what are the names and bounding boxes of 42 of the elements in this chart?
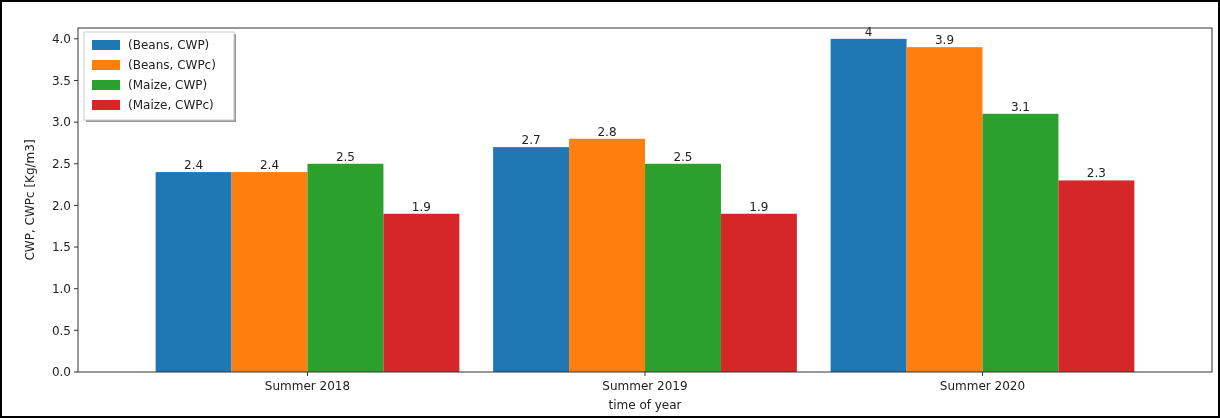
data-label: 2.8 (597, 124, 617, 139)
bar (1058, 180, 1135, 372)
bar (231, 172, 308, 372)
bar (307, 163, 384, 372)
data-label: 3.9 (934, 33, 955, 48)
y-tick-label: 2.5 (51, 156, 71, 171)
data-label: 2.5 (335, 149, 356, 164)
bar (982, 113, 1059, 372)
bar (493, 147, 570, 372)
y-tick-label: 3.0 (51, 115, 71, 130)
y-tick-label: 2.0 (51, 198, 71, 213)
y-tick-label: 4.0 (51, 32, 71, 47)
y-tick-label: 3.5 (51, 73, 71, 88)
bar (830, 38, 907, 372)
x-axis-title: time of year (608, 398, 682, 412)
data-label: 2.5 (673, 149, 693, 164)
bar (906, 47, 983, 372)
bar (645, 163, 721, 372)
data-label: 2.4 (259, 158, 280, 173)
y-tick-label: 1.5 (51, 240, 71, 255)
bar (720, 213, 797, 372)
legend-label: (Beans, CWPc) (128, 58, 216, 73)
data-label: 2.3 (1086, 166, 1106, 181)
legend-label: (Maize, CWPc) (128, 98, 214, 113)
data-label: 2.7 (521, 133, 541, 148)
bar (569, 138, 645, 372)
data-label: 1.9 (749, 199, 769, 214)
legend-label: (Maize, CWP) (128, 78, 208, 93)
y-tick-label: 1.0 (51, 281, 71, 296)
y-tick-label: 0.5 (51, 323, 71, 338)
x-tick-label: Summer 2018 (264, 379, 351, 393)
bar (155, 172, 232, 372)
data-label: 2.4 (184, 158, 204, 173)
legend-label: (Beans, CWP) (128, 38, 210, 53)
bar (383, 213, 460, 372)
x-tick-label: Summer 2020 (939, 379, 1026, 393)
data-label: 1.9 (411, 199, 431, 214)
data-label: 3.1 (1010, 99, 1031, 114)
x-tick-label: Summer 2019 (602, 379, 688, 393)
y-tick-label: 0.0 (51, 365, 71, 380)
y-axis-title: CWP, CWPc [Kg/m3] (23, 139, 37, 261)
data-label: 4 (864, 24, 873, 39)
